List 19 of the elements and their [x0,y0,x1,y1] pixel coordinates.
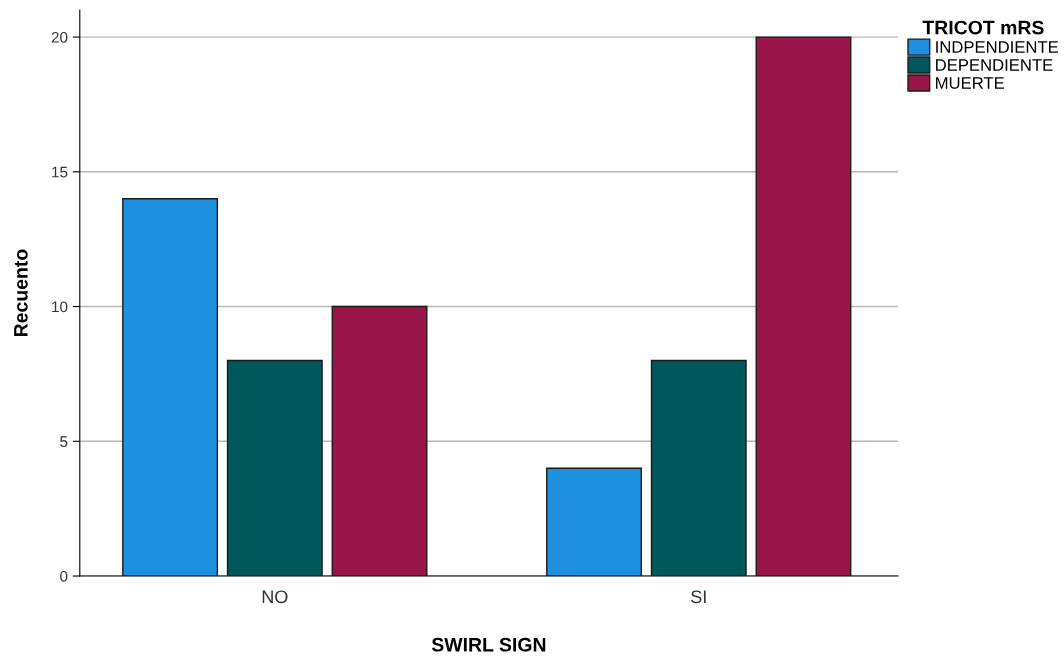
legend-label: MUERTE [936,77,1005,89]
y-tick-label: 20 [51,31,68,43]
y-tick-label: 10 [52,301,68,313]
y-axis-title: Recuento [14,249,28,337]
bar [122,198,219,577]
bar [755,36,852,577]
y-tick-label: 5 [60,436,68,447]
bar [650,359,747,577]
legend-title: TRICOT mRS [922,20,1044,35]
x-tick-label: NO [262,590,288,604]
y-tick-label: 15 [52,166,68,178]
x-tick-label: SI [691,590,706,604]
y-tick-label: 0 [60,570,68,582]
bar [546,467,643,577]
legend-label: INDPENDIENTE [936,41,1059,53]
legend-label: DEPENDIENTE [936,59,1053,71]
bar [331,305,428,577]
bar [226,359,323,577]
x-axis-title: SWIRL SIGN [431,637,546,652]
